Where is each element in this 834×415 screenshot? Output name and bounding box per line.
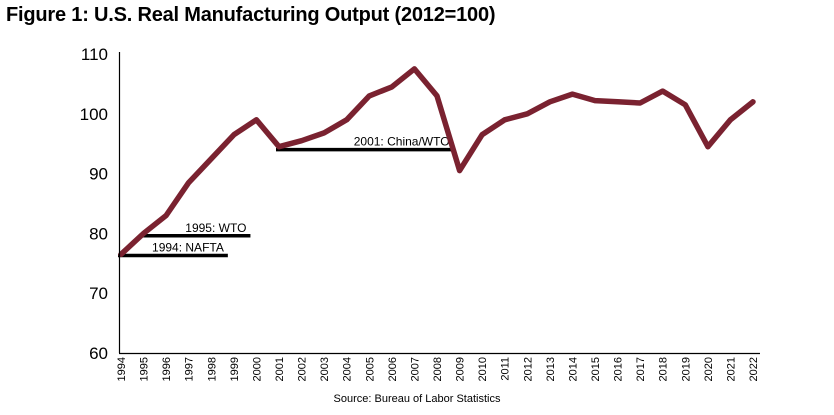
x-tick-label: 2015 xyxy=(590,357,602,381)
x-tick-label: 2010 xyxy=(477,357,489,381)
y-tick-label: 60 xyxy=(89,344,108,363)
x-tick-label: 1998 xyxy=(206,357,218,381)
x-tick-label: 2019 xyxy=(680,357,692,381)
x-tick-label: 2007 xyxy=(409,357,421,381)
annotations: 1994: NAFTA 1995: WTO 2001: China/WTO xyxy=(118,135,454,258)
x-axis-ticks: 1994 1995 1996 1997 1998 1999 2000 2001 2002 2003… xyxy=(116,357,760,381)
x-tick-label: 2021 xyxy=(725,357,737,381)
x-tick-label: 2001 xyxy=(274,357,286,381)
x-tick-label: 2014 xyxy=(567,357,579,381)
x-tick-label: 2008 xyxy=(432,357,444,381)
annotation-label: 2001: China/WTO xyxy=(354,135,450,149)
y-tick-label: 70 xyxy=(89,284,108,303)
x-tick-label: 2011 xyxy=(500,357,512,381)
x-tick-label: 2017 xyxy=(635,357,647,381)
series-line xyxy=(118,66,756,258)
x-tick-label: 2002 xyxy=(297,357,309,381)
x-tick-label: 2016 xyxy=(613,357,625,381)
x-tick-label: 2000 xyxy=(251,357,263,381)
y-axis-ticks: 60 70 80 90 100 110 xyxy=(80,45,108,363)
x-tick-label: 1996 xyxy=(161,357,173,381)
source-note: Source: Bureau of Labor Statistics xyxy=(333,393,501,405)
x-tick-label: 1995 xyxy=(139,357,151,381)
x-tick-label: 2006 xyxy=(387,357,399,381)
x-tick-label: 2013 xyxy=(545,357,557,381)
y-tick-label: 100 xyxy=(80,105,108,124)
x-tick-label: 2012 xyxy=(522,357,534,381)
annotation-label: 1995: WTO xyxy=(185,221,246,235)
x-tick-label: 2020 xyxy=(703,357,715,381)
x-tick-label: 2022 xyxy=(748,357,760,381)
x-tick-label: 2009 xyxy=(455,357,467,381)
x-tick-label: 2004 xyxy=(342,357,354,381)
y-tick-label: 110 xyxy=(81,45,108,64)
y-tick-label: 90 xyxy=(89,165,108,184)
x-tick-label: 2005 xyxy=(364,357,376,381)
chart-title: Figure 1: U.S. Real Manufacturing Output… xyxy=(6,4,496,26)
x-tick-label: 1997 xyxy=(184,357,196,381)
x-tick-label: 2003 xyxy=(319,357,331,381)
x-tick-label: 1999 xyxy=(229,357,241,381)
y-tick-label: 80 xyxy=(89,224,108,243)
x-tick-label: 1994 xyxy=(116,357,128,381)
x-tick-label: 2018 xyxy=(658,357,670,381)
annotation-label: 1994: NAFTA xyxy=(152,241,224,255)
